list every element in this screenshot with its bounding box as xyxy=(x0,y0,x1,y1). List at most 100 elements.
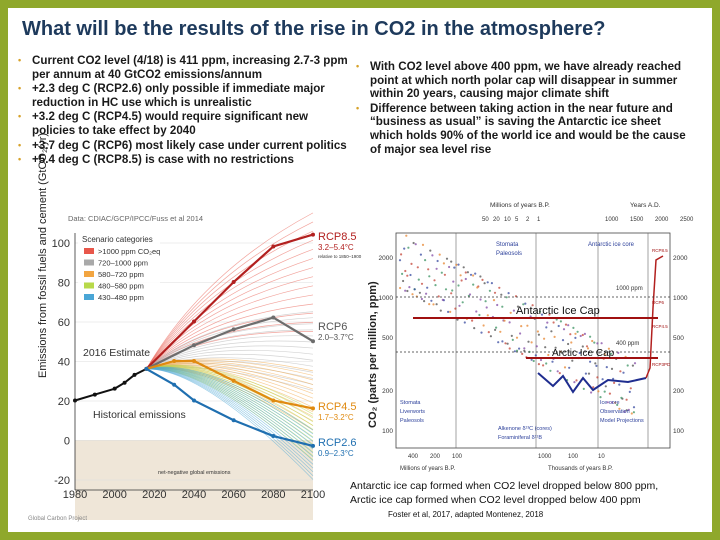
proxy-point xyxy=(430,299,433,302)
proxy-label: Alkenone δ¹³C (cores) xyxy=(498,426,552,432)
proxy-point xyxy=(513,350,516,353)
proxy-point xyxy=(438,253,441,256)
proxy-point xyxy=(489,335,492,338)
point xyxy=(132,372,137,377)
top-tick: 1500 xyxy=(630,217,644,223)
scenario-line xyxy=(146,267,314,370)
proxy-point xyxy=(620,396,623,399)
proxy-point xyxy=(454,307,457,310)
proxy-point xyxy=(623,410,626,413)
proxy-point xyxy=(500,293,503,296)
proxy-point xyxy=(545,362,548,365)
proxy-point xyxy=(527,340,530,343)
proxy-point xyxy=(506,342,509,345)
proxy-point xyxy=(505,296,508,299)
proxy-point xyxy=(599,396,602,399)
proxy-point xyxy=(546,321,549,324)
bottom-tick: 400 xyxy=(408,454,419,460)
proxy-point xyxy=(631,364,635,367)
note: net-negative global emissions xyxy=(158,470,231,476)
proxy-point xyxy=(585,345,589,348)
y-tick-label: 100 xyxy=(52,238,70,250)
scenario-line xyxy=(146,239,314,370)
proxy-point xyxy=(510,334,513,337)
proxy-point xyxy=(468,293,472,296)
proxy-point xyxy=(488,289,491,292)
scenario-range: 2.0–3.7°C xyxy=(318,333,354,342)
point xyxy=(92,392,97,397)
caption: Antarctic ice cap formed when CO2 level … xyxy=(350,480,659,492)
proxy-point xyxy=(443,273,446,276)
proxy-point xyxy=(448,265,451,269)
scenario-line xyxy=(146,311,314,370)
proxy-point xyxy=(586,347,590,350)
proxy-point xyxy=(632,406,636,409)
proxy-point xyxy=(425,292,428,295)
proxy-point xyxy=(593,341,596,344)
proxy-point xyxy=(493,291,497,294)
proxy-point xyxy=(530,358,533,361)
point xyxy=(144,366,149,371)
proxy-point xyxy=(501,305,504,308)
proxy-point xyxy=(616,403,619,406)
proxy-point xyxy=(428,303,431,306)
proxy-point xyxy=(544,346,547,349)
y2-tick-label: 100 xyxy=(673,428,684,435)
y-tick-label: 60 xyxy=(58,317,70,329)
label: 2016 Estimate xyxy=(83,347,150,359)
proxy-point xyxy=(456,318,459,321)
proxy-label: Model Projections xyxy=(600,418,644,424)
proxy-point xyxy=(428,275,431,278)
proxy-point xyxy=(548,313,551,316)
point xyxy=(311,443,315,448)
proxy-point xyxy=(539,358,543,362)
point xyxy=(271,434,276,439)
proxy-point xyxy=(484,300,487,303)
top-tick: 50 xyxy=(482,217,489,223)
proxy-point xyxy=(629,387,632,390)
proxy-label: Paleosols xyxy=(400,418,424,424)
rcp-label: RCP3PD xyxy=(652,362,671,367)
proxy-label: Observation xyxy=(600,409,630,415)
bullet: +2.3 deg C (RCP2.6) only possible if imm… xyxy=(18,82,348,109)
proxy-point xyxy=(464,271,467,274)
scenario-line xyxy=(146,367,314,446)
proxy-point xyxy=(483,282,486,285)
rcp-line xyxy=(145,233,314,370)
proxy-point xyxy=(508,347,511,350)
scenario-line xyxy=(146,366,314,435)
y-label: CO₂ (parts per million, ppm) xyxy=(367,281,379,428)
scenario-note: relative to 1850–1900 xyxy=(318,254,362,259)
point xyxy=(271,315,276,320)
proxy-point xyxy=(542,364,545,367)
point xyxy=(271,244,276,249)
proxy-point xyxy=(445,257,449,260)
scenario-line xyxy=(146,367,314,442)
proxy-point xyxy=(583,332,587,335)
y-tick-label: 2000 xyxy=(379,255,394,262)
proxy-point xyxy=(406,289,409,293)
point xyxy=(112,386,117,391)
y2-tick-label: 2000 xyxy=(673,255,688,262)
proxy-point xyxy=(453,266,456,269)
point xyxy=(231,327,236,332)
ice-label: Arctic Ice Cap xyxy=(552,348,615,359)
proxy-point xyxy=(476,286,479,289)
title: What will be the results of the rise in … xyxy=(22,18,606,40)
proxy-point xyxy=(444,288,448,291)
proxy-point xyxy=(455,263,458,266)
proxy-point xyxy=(435,303,438,306)
proxy-point xyxy=(486,314,489,317)
point xyxy=(311,232,315,237)
proxy-point xyxy=(482,324,485,327)
proxy-point xyxy=(604,385,607,388)
proxy-point xyxy=(486,281,489,284)
proxy-point xyxy=(399,286,402,290)
top-tick: 2 xyxy=(526,217,530,223)
projection-line xyxy=(645,255,664,379)
bottom-tick: 100 xyxy=(568,454,579,460)
point xyxy=(192,359,196,363)
ice-label: Antarctic Ice Cap xyxy=(516,305,600,317)
proxy-point xyxy=(485,306,488,309)
